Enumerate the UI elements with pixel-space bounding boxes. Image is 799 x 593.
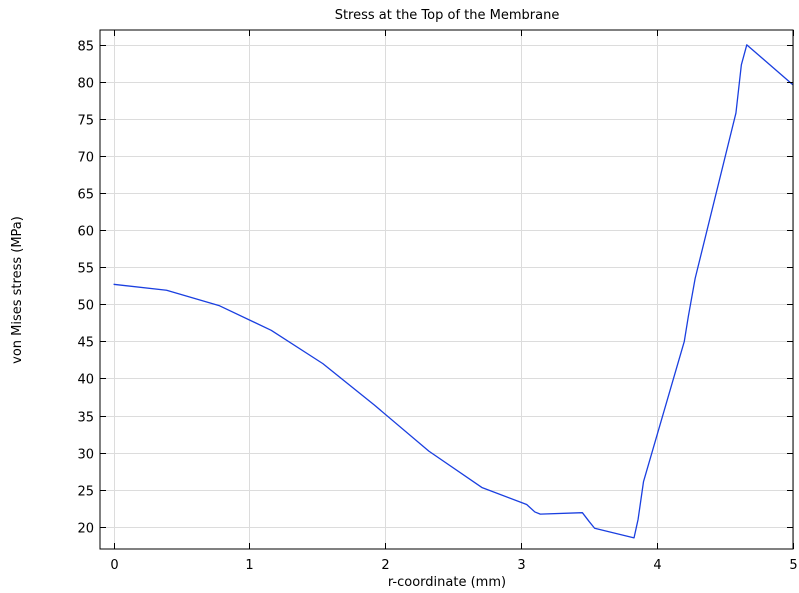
data-point <box>643 481 645 483</box>
x-tick-label: 3 <box>517 558 525 573</box>
x-tick-label: 5 <box>789 558 797 573</box>
data-point <box>374 404 376 406</box>
data-point <box>735 112 737 114</box>
data-point <box>683 341 685 343</box>
data-point <box>688 315 690 317</box>
data-point <box>746 44 748 46</box>
x-tick-label: 0 <box>110 558 118 573</box>
series-line <box>113 44 794 539</box>
y-tick-label: 65 <box>77 188 94 203</box>
data-point <box>113 284 115 286</box>
y-tick-label: 85 <box>77 40 94 55</box>
grid-layer <box>100 30 794 549</box>
y-tick-label: 50 <box>77 299 94 314</box>
series-layer <box>113 44 794 539</box>
data-point <box>322 363 324 365</box>
data-point <box>594 527 596 529</box>
y-tick-label: 40 <box>77 373 94 388</box>
data-point <box>270 329 272 331</box>
y-tick-label: 35 <box>77 411 94 426</box>
x-tick-label: 1 <box>245 558 253 573</box>
data-point <box>534 511 536 513</box>
data-point <box>219 305 221 307</box>
y-tick-label: 30 <box>77 448 94 463</box>
y-tick-label: 45 <box>77 336 94 351</box>
data-point <box>166 289 168 291</box>
y-tick-label: 20 <box>77 522 94 537</box>
x-axis-label: r-coordinate (mm) <box>388 575 506 590</box>
data-point <box>637 519 639 521</box>
y-tick-label: 75 <box>77 114 94 129</box>
data-point <box>539 513 541 515</box>
y-tick-label: 25 <box>77 485 94 500</box>
data-point <box>588 521 590 523</box>
data-point <box>481 487 483 489</box>
data-point <box>741 64 743 66</box>
data-point <box>526 504 528 506</box>
data-point <box>633 537 635 539</box>
chart-title: Stress at the Top of the Membrane <box>335 8 560 23</box>
data-point <box>582 512 584 514</box>
data-point <box>694 278 696 280</box>
x-tick-label: 4 <box>653 558 661 573</box>
y-axis-label: von Mises stress (MPa) <box>10 216 25 364</box>
data-point <box>428 450 430 452</box>
plot-frame <box>99 29 794 550</box>
y-tick-label: 60 <box>77 225 94 240</box>
y-tick-label: 55 <box>77 262 94 277</box>
ticks-layer <box>100 30 794 549</box>
y-tick-label: 70 <box>77 151 94 166</box>
x-tick-label: 2 <box>381 558 389 573</box>
y-tick-label: 80 <box>77 77 94 92</box>
